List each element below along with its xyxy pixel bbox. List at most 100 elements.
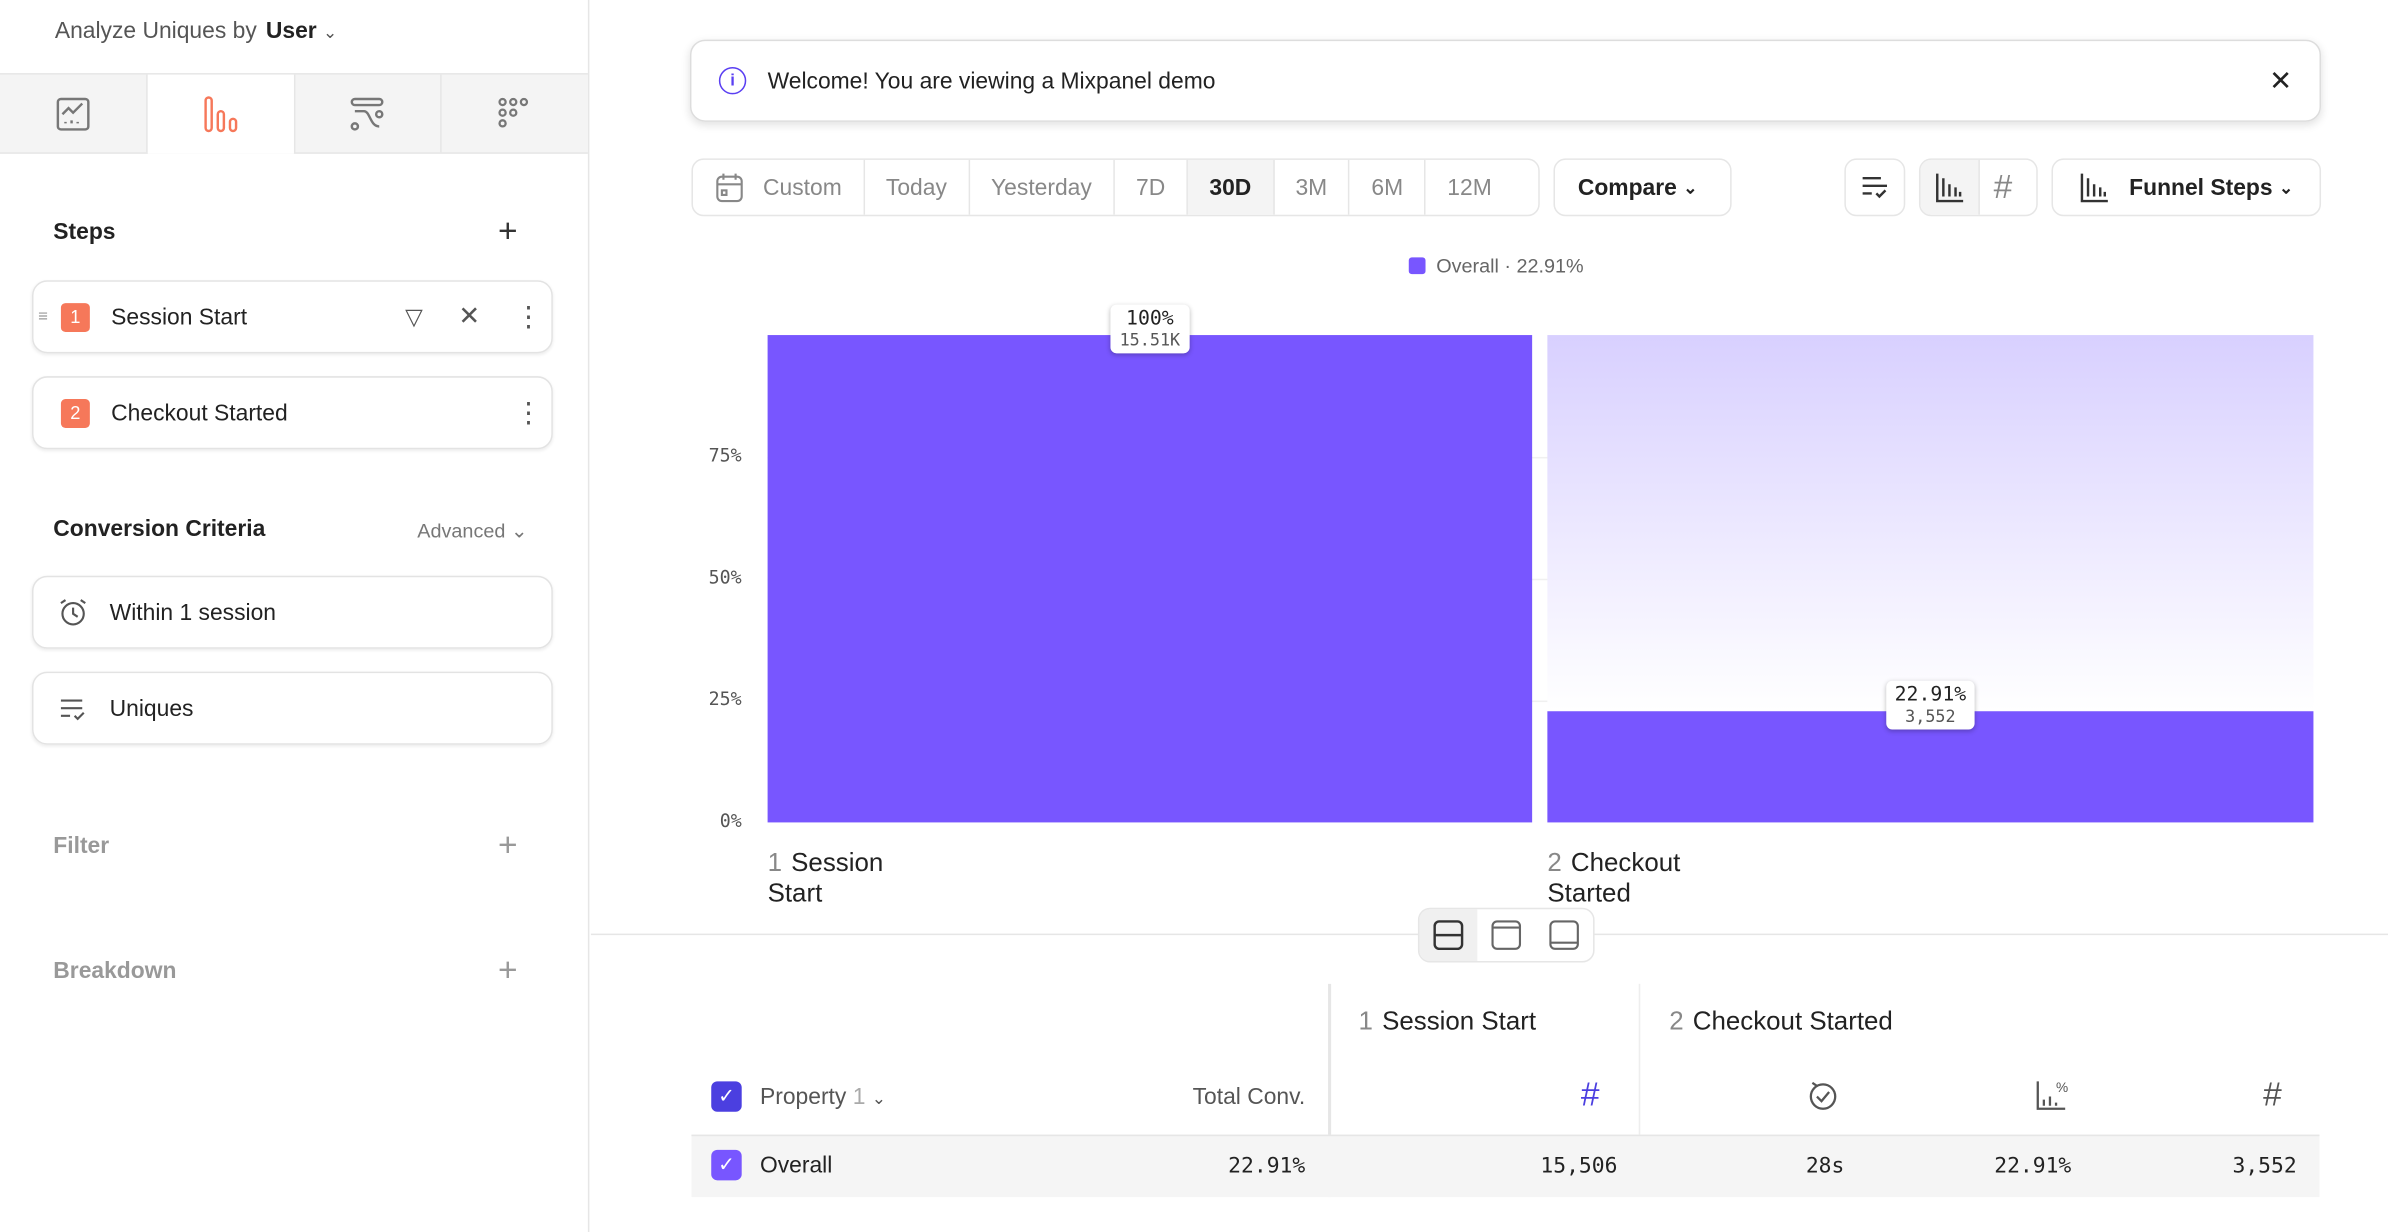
date-custom-button[interactable]: Custom [693,159,865,215]
gridline [767,578,2314,581]
column-divider [1328,983,1332,1198]
criteria-label: Within 1 session [109,599,276,626]
step-number: 2 [1547,848,1562,878]
chevron-down-icon: ⌄ [2278,178,2293,198]
step-card[interactable]: 2 Checkout Started ⋮ [31,376,553,450]
number-view-button[interactable]: # [1980,160,2026,215]
date-6m-button[interactable]: 6M [1350,159,1426,215]
select-all-checkbox[interactable]: ✓ [711,1081,742,1112]
close-icon[interactable]: ✕ [2269,64,2293,96]
conversion-rate-icon[interactable]: % [2035,1078,2069,1119]
advanced-dropdown[interactable]: Advanced ⌄ [417,519,527,543]
property-count: 1 [852,1084,866,1111]
step2-count-cell: 3,552 [2232,1154,2297,1179]
y-tick-label: 50% [708,566,742,588]
date-30d-button[interactable]: 30D [1188,159,1275,215]
tab-insights[interactable] [0,74,148,153]
hash-icon: # [1993,167,2013,206]
conversion-rate-cell: 22.91% [1994,1154,2072,1179]
row-checkbox[interactable]: ✓ [711,1149,742,1181]
funnel-bar[interactable] [1547,710,2314,823]
chart-type-dropdown[interactable]: Funnel Steps ⌄ [2051,158,2322,217]
table-step-header: 1 Session Start [1359,1007,1537,1037]
report-type-tabs [0,73,588,154]
table-only-button[interactable] [1535,909,1593,961]
chevron-down-icon: ⌄ [323,24,338,43]
date-12m-button[interactable]: 12M [1447,174,1492,201]
tab-flows[interactable] [295,74,443,153]
analyze-label: Analyze Uniques by [54,18,257,45]
chart-only-button[interactable] [1477,909,1535,961]
funnel-bar[interactable] [767,335,1533,823]
svg-text:%: % [2056,1080,2068,1095]
chart-legend[interactable]: Overall · 22.91% [1408,254,1584,277]
y-tick-label: 25% [708,688,742,710]
bar-chart-icon [1936,173,1964,203]
table-step-header: 2 Checkout Started [1669,1007,1893,1037]
chart-type-label: Funnel Steps [2129,174,2273,201]
steps-title: Steps [53,219,116,246]
more-options-icon[interactable]: ⋮ [514,396,543,428]
banner-text: Welcome! You are viewing a Mixpanel demo [767,67,1216,94]
hash-icon[interactable]: # [2263,1075,2282,1114]
close-icon[interactable]: ✕ [458,301,481,331]
row-label: Overall [759,1152,833,1179]
bar-count-label: 3,552 [1905,706,1956,726]
step-name: Session Start [1382,1006,1537,1036]
dropoff-bar[interactable] [1547,335,2314,711]
y-tick-label: 75% [708,444,742,467]
hash-icon[interactable]: # [1580,1075,1600,1114]
x-tick-label: 1 Session Start [768,848,884,909]
step-number-badge: 2 [60,398,90,428]
flows-icon [351,97,385,130]
counting-method-button[interactable]: Uniques [31,671,553,745]
layout-toggle [1417,907,1595,963]
split-view-icon [1433,920,1464,951]
date-3m-button[interactable]: 3M [1274,159,1351,215]
split-layout-button[interactable] [1419,909,1478,962]
time-to-convert-cell: 28s [1805,1154,1845,1179]
step-number-badge: 1 [60,302,90,332]
step1-count-cell: 15,506 [1540,1154,1618,1179]
analyze-uniques-selector[interactable]: Analyze Uniques by User ⌄ [55,18,337,44]
tab-retention[interactable] [442,75,588,153]
display-toggle: # [1918,158,2038,217]
list-check-icon [60,699,85,721]
property-column-dropdown[interactable]: Property 1 ⌄ [760,1084,886,1110]
compare-label: Compare [1577,174,1677,201]
tab-funnels[interactable] [147,74,295,154]
filter-title: Filter [53,833,110,859]
compare-button[interactable]: Compare ⌄ [1553,158,1732,217]
alarm-clock-icon [60,599,86,626]
step-card[interactable]: ≡ 1 Session Start ▽ ✕ ⋮ [31,280,553,354]
gridline [767,456,2314,459]
chevron-down-icon: ⌄ [510,519,528,543]
top-panel-icon [1491,920,1522,950]
date-today-button[interactable]: Today [865,159,970,215]
filter-icon[interactable]: ▽ [405,304,423,331]
legend-swatch [1408,257,1426,275]
date-7d-button[interactable]: 7D [1115,159,1189,215]
info-icon: i [718,67,747,95]
criteria-label: Uniques [109,695,194,722]
bar-percent-label: 100% [1126,307,1174,331]
date-yesterday-button[interactable]: Yesterday [970,159,1115,215]
conversion-window-button[interactable]: Within 1 session [31,575,553,649]
add-filter-button[interactable]: + [498,825,518,864]
step-name: Checkout Started [1547,848,1681,908]
bar-value-tooltip: 22.91% 3,552 [1885,680,1976,730]
chevron-down-icon: ⌄ [871,1090,886,1109]
funnels-icon [203,96,237,133]
calendar-icon [716,173,743,203]
analyze-value: User [265,18,317,45]
step-name: Checkout Started [111,399,288,426]
add-breakdown-button[interactable]: + [498,950,518,989]
time-to-convert-icon[interactable] [1808,1078,1838,1119]
conversion-criteria-toggle[interactable] [1844,158,1906,217]
step-number: 2 [1669,1006,1684,1036]
drag-handle-icon[interactable]: ≡ [38,307,48,326]
total-conv-header[interactable]: Total Conv. [1192,1084,1306,1111]
bar-view-button[interactable] [1920,159,1980,215]
add-step-button[interactable]: + [498,211,518,250]
more-options-icon[interactable]: ⋮ [514,300,543,332]
